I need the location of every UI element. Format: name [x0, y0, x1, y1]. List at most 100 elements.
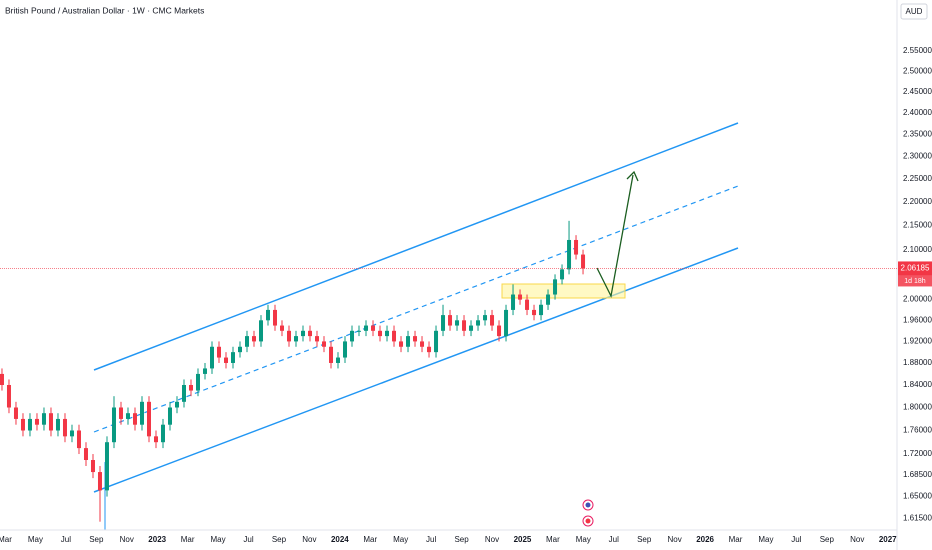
candle-body: [392, 330, 397, 342]
candle-body: [469, 325, 474, 331]
x-tick-label: Jul: [426, 535, 436, 544]
candle-body: [13, 407, 18, 419]
candle-body: [280, 325, 285, 331]
arrow-head: [626, 170, 639, 182]
candle-body: [525, 299, 530, 310]
y-tick-label: 2.00000: [903, 295, 932, 304]
channel-upper: [93, 122, 739, 371]
x-tick-label: Mar: [729, 535, 743, 544]
candle-body: [181, 384, 186, 402]
candle-body: [294, 336, 299, 342]
x-tick-label: Nov: [485, 535, 499, 544]
y-tick-label: 1.80000: [903, 403, 932, 412]
x-tick-label: Nov: [850, 535, 864, 544]
candle-body: [209, 346, 214, 369]
candles: [0, 220, 586, 522]
candle-body: [364, 325, 369, 331]
candle-body: [574, 239, 579, 255]
candle-body: [27, 418, 32, 431]
x-tick-label: Nov: [668, 535, 682, 544]
candle-body: [406, 336, 411, 347]
candle-body: [216, 346, 221, 358]
y-tick-label: 1.88000: [903, 358, 932, 367]
candle-body: [55, 418, 60, 431]
chart-title: British Pound / Australian Dollar · 1W ·…: [5, 5, 204, 15]
y-tick-label: 2.55000: [903, 46, 932, 55]
candle-body: [399, 341, 404, 347]
x-tick-label: May: [211, 535, 226, 544]
candle-body: [111, 407, 116, 443]
candle-body: [455, 320, 460, 326]
candle-body: [581, 254, 586, 269]
y-tick-label: 1.68500: [903, 470, 932, 479]
candle-body: [343, 341, 348, 358]
y-tick-label: 2.15000: [903, 221, 932, 230]
candle-body: [560, 269, 565, 280]
candle-body: [245, 336, 250, 347]
candle-body: [238, 346, 243, 353]
candle-body: [125, 413, 130, 419]
candle-body: [420, 341, 425, 347]
event-icon-dot: [585, 502, 591, 508]
y-tick-label: 2.25000: [903, 174, 932, 183]
candle-body: [532, 309, 537, 316]
candle-body: [378, 330, 383, 337]
channel-mid: [93, 185, 739, 433]
candle-body: [83, 448, 88, 461]
candle-body: [160, 424, 165, 443]
y-tick-label: 1.92000: [903, 337, 932, 346]
candle-body: [69, 430, 74, 437]
x-tick-label: Jul: [243, 535, 253, 544]
candle-body: [441, 315, 446, 331]
candle-body: [315, 336, 320, 342]
y-tick-label: 2.30000: [903, 152, 932, 161]
last-price-label: 2.06185: [901, 264, 930, 273]
candle-body: [539, 304, 544, 316]
x-tick-label: Jul: [609, 535, 619, 544]
x-tick-label: Mar: [363, 535, 377, 544]
x-tick-label: Mar: [0, 535, 12, 544]
x-tick-label: Sep: [272, 535, 287, 544]
candle-body: [231, 352, 236, 363]
candle-body: [308, 330, 313, 337]
candle-body: [273, 309, 278, 326]
x-tick-label: May: [576, 535, 591, 544]
projection-arrow: [596, 174, 634, 299]
y-tick-label: 2.40000: [903, 108, 932, 117]
candle-body: [153, 436, 158, 443]
candle-body: [427, 346, 432, 353]
candle-body: [118, 407, 123, 419]
candle-body: [287, 330, 292, 342]
x-tick-label: Sep: [454, 535, 469, 544]
candle-body: [497, 325, 502, 337]
candle-body: [41, 413, 46, 425]
y-tick-label: 1.61500: [903, 514, 932, 523]
y-tick-label: 2.45000: [903, 87, 932, 96]
candle-body: [252, 336, 257, 342]
candle-body: [259, 320, 264, 342]
x-tick-label: Mar: [181, 535, 195, 544]
currency-box[interactable]: [900, 3, 928, 20]
candle-body: [518, 294, 523, 300]
x-tick-label: 2024: [331, 535, 349, 544]
y-tick-label: 2.10000: [903, 245, 932, 254]
candle-body: [371, 325, 376, 331]
x-tick-label: Sep: [637, 535, 652, 544]
candle-body: [76, 430, 81, 449]
candle-body: [504, 309, 509, 337]
y-tick-label: 1.65000: [903, 492, 932, 501]
candle-body: [139, 401, 144, 425]
candle-body: [434, 330, 439, 353]
y-tick-label: 2.35000: [903, 130, 932, 139]
currency-label[interactable]: AUD: [906, 7, 923, 16]
candle-body: [567, 239, 572, 270]
candle-body: [48, 413, 53, 431]
candle-body: [174, 401, 179, 408]
support-zone: [501, 283, 626, 299]
candle-body: [202, 368, 207, 374]
candle-body: [490, 315, 495, 326]
x-tick-label: Nov: [302, 535, 316, 544]
candle-body: [62, 418, 67, 437]
